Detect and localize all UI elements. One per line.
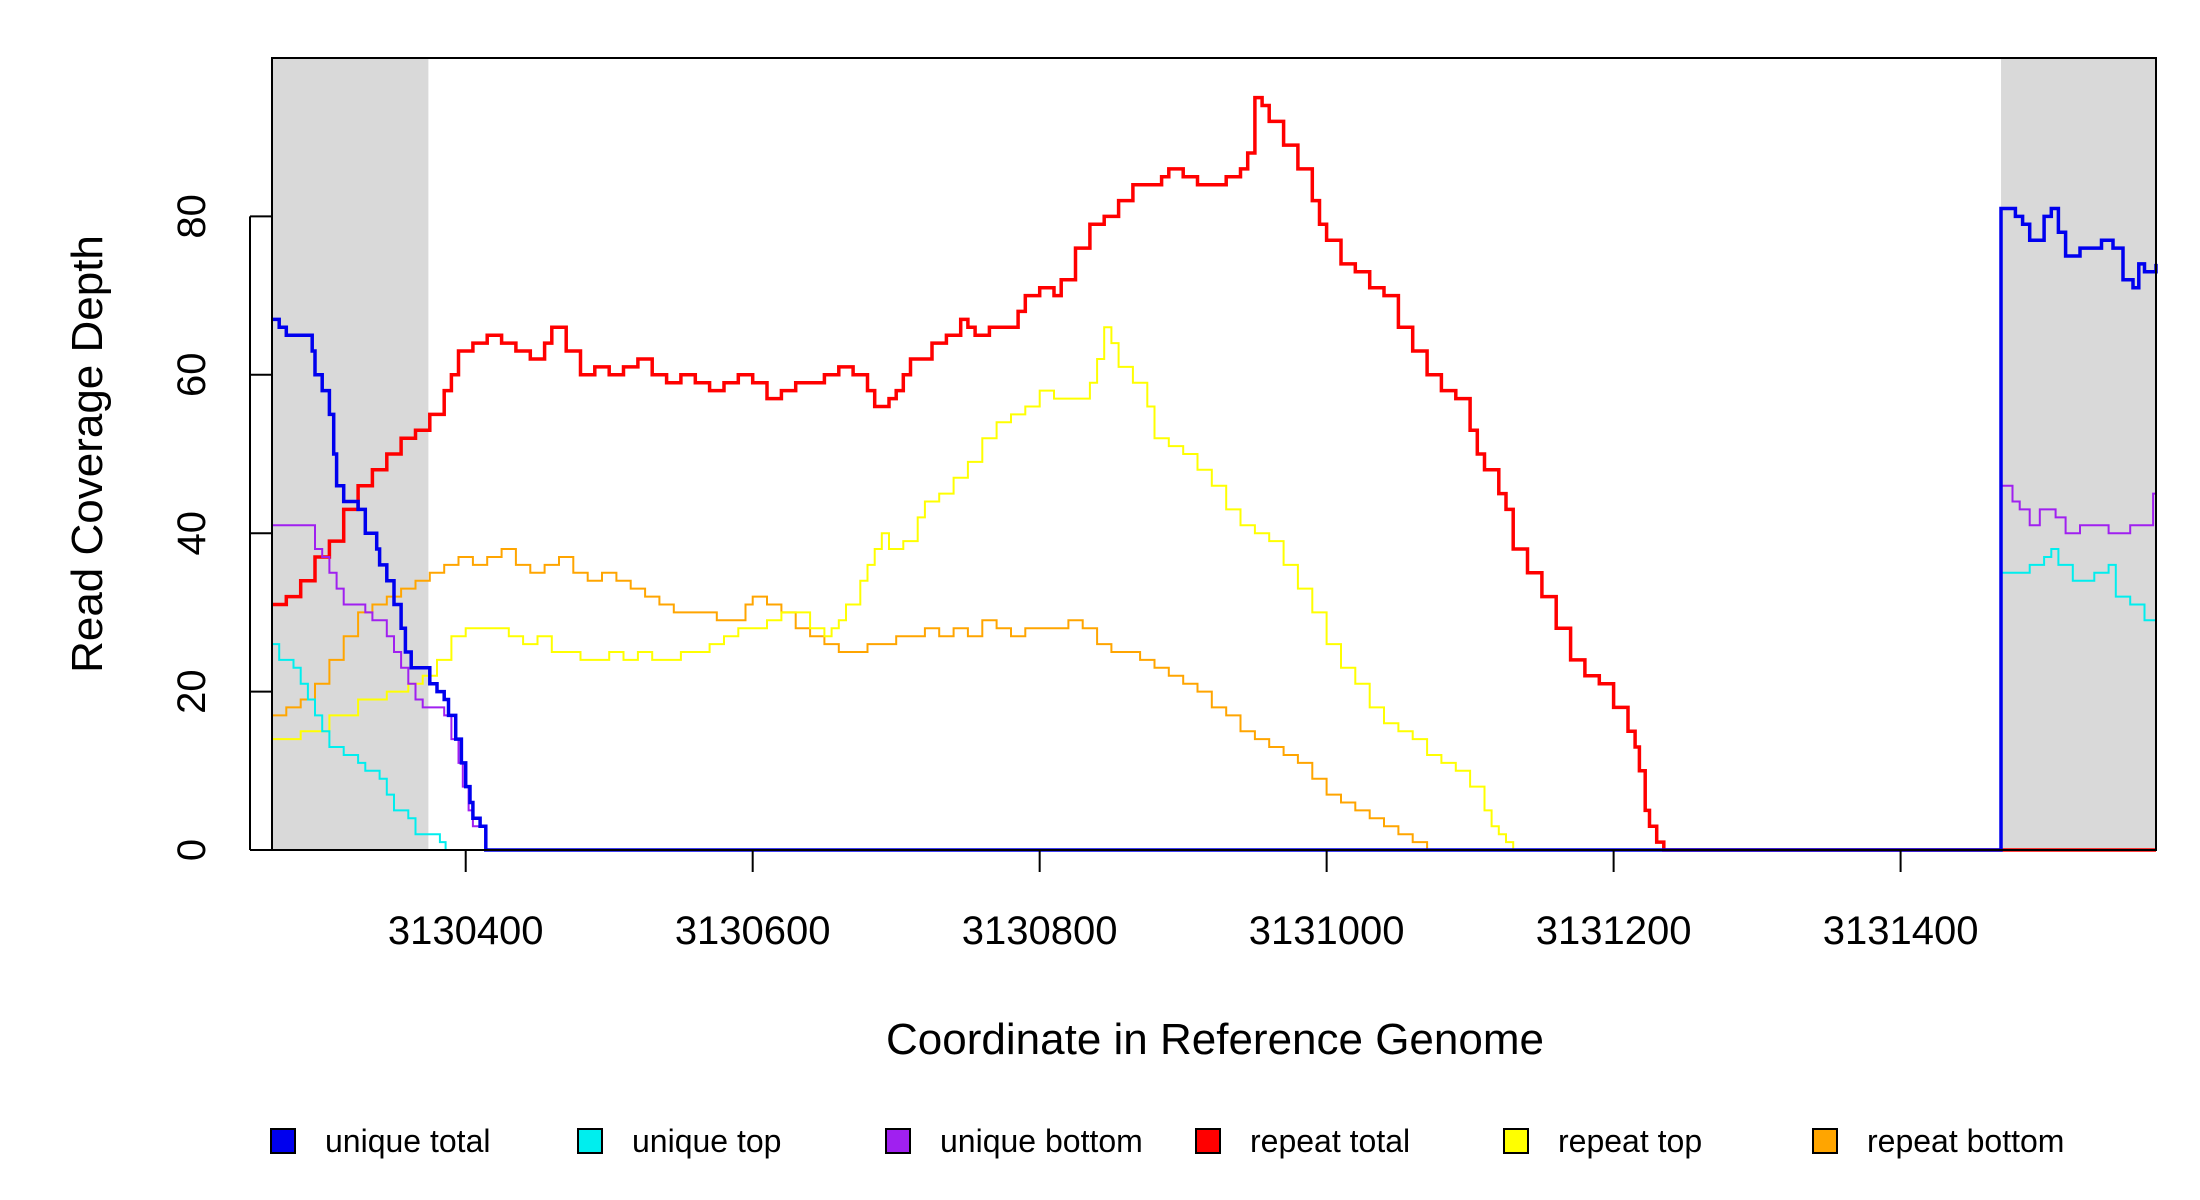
y-tick-label-80: 80 (170, 194, 214, 239)
x-tick-label-3130400: 3130400 (388, 909, 544, 953)
legend-swatch-unique-total (270, 1128, 296, 1154)
x-tick-label-3130600: 3130600 (675, 909, 831, 953)
x-tick-label-3131000: 3131000 (1249, 909, 1405, 953)
y-tick-label-0: 0 (170, 839, 214, 861)
x-tick-label-3131200: 3131200 (1536, 909, 1692, 953)
series-repeat-total (272, 95, 2156, 852)
plot-frame (271, 57, 2157, 851)
y-axis: 0 20 40 60 80 (170, 194, 272, 861)
shaded-regions (272, 58, 2156, 850)
legend-label-repeat-top: repeat top (1558, 1123, 1702, 1159)
y-tick-label-60: 60 (170, 353, 214, 398)
y-tick-label-20: 20 (170, 669, 214, 714)
legend-item-unique-top: unique top (577, 1123, 781, 1159)
series-unique-bottom (272, 484, 2156, 851)
legend-label-repeat-bottom: repeat bottom (1867, 1123, 2064, 1159)
series-unique-top (272, 548, 2157, 851)
series-lines (272, 95, 2158, 852)
x-axis: 3130400 3130600 3130800 3131000 3131200 31314… (388, 850, 1979, 953)
legend-swatch-repeat-total (1195, 1128, 1221, 1154)
series-repeat-bottom (272, 548, 2156, 851)
legend-item-repeat-top: repeat top (1503, 1123, 1702, 1159)
legend: unique total unique top unique bottom repea… (270, 1123, 2064, 1159)
legend-swatch-repeat-top (1503, 1128, 1529, 1154)
y-tick-label-40: 40 (170, 511, 214, 556)
x-tick-label-3130800: 3130800 (962, 909, 1118, 953)
legend-swatch-unique-bottom (885, 1128, 911, 1154)
legend-label-unique-top: unique top (632, 1123, 781, 1159)
series-unique-total (272, 206, 2158, 852)
shaded-region-1 (272, 58, 429, 850)
series-repeat-top (272, 326, 2156, 851)
legend-item-repeat-total: repeat total (1195, 1123, 1410, 1159)
legend-swatch-unique-top (577, 1128, 603, 1154)
x-axis-title: Coordinate in Reference Genome (886, 1015, 1544, 1064)
shaded-region-2 (2001, 58, 2156, 850)
legend-swatch-repeat-bottom (1812, 1128, 1838, 1154)
legend-label-unique-bottom: unique bottom (940, 1123, 1143, 1159)
legend-item-repeat-bottom: repeat bottom (1812, 1123, 2064, 1159)
x-tick-label-3131400: 3131400 (1823, 909, 1979, 953)
legend-item-unique-bottom: unique bottom (885, 1123, 1143, 1159)
y-axis-title: Read Coverage Depth (63, 235, 112, 673)
legend-label-unique-total: unique total (325, 1123, 490, 1159)
legend-item-unique-total: unique total (270, 1123, 490, 1159)
legend-label-repeat-total: repeat total (1250, 1123, 1410, 1159)
